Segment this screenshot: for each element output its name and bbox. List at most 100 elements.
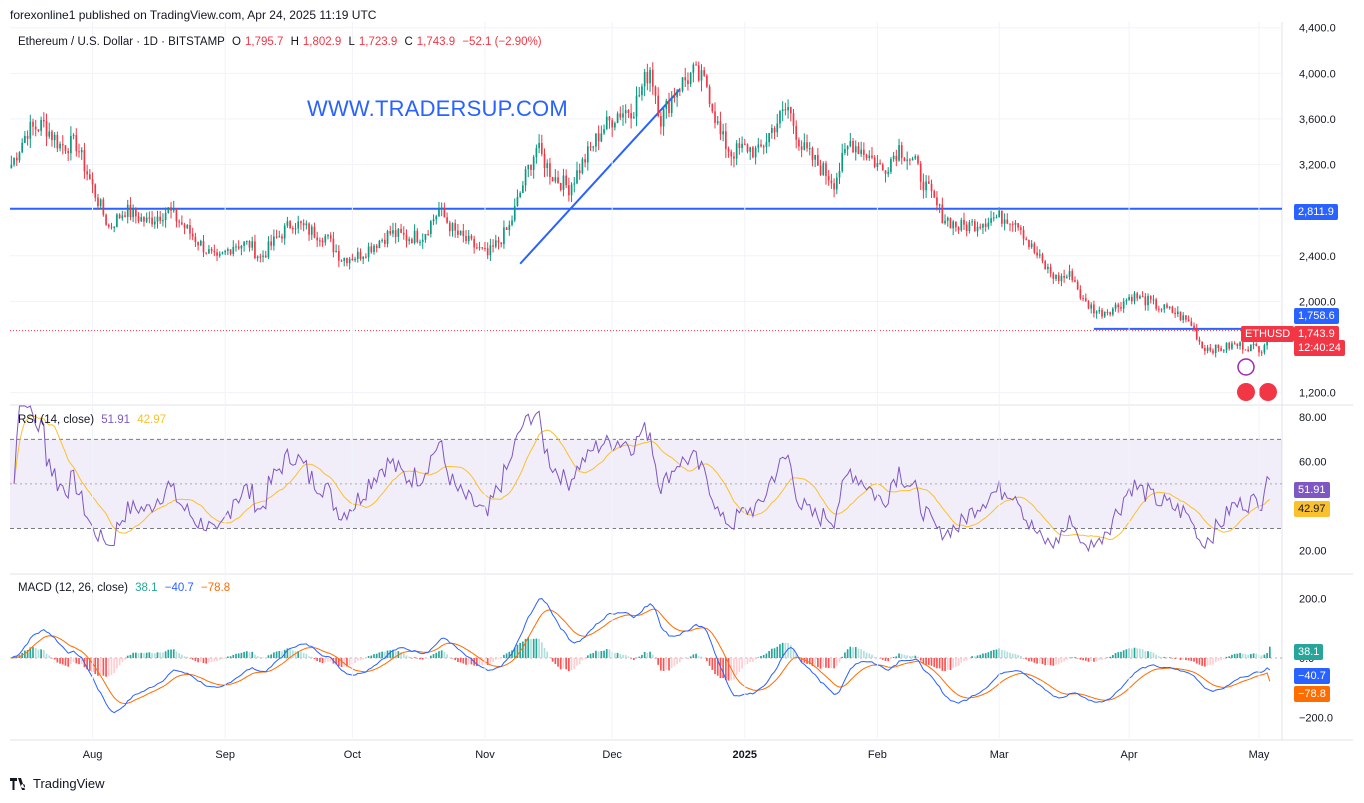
macd-histogram-bar	[172, 649, 175, 658]
candle-body	[189, 225, 191, 234]
candle-body	[554, 177, 557, 182]
candle-body	[381, 239, 383, 241]
macd-histogram-bar	[757, 657, 760, 658]
macd-histogram-bar	[1112, 655, 1114, 658]
macd-histogram-bar	[789, 644, 792, 658]
candle-body	[1247, 349, 1250, 352]
rsi-ma-value: 42.97	[137, 414, 167, 426]
macd-histogram-bar	[879, 657, 881, 659]
candle-body	[976, 226, 979, 232]
macd-histogram-bar	[1198, 657, 1201, 665]
candle-body	[614, 123, 616, 128]
macd-histogram-bar	[949, 657, 952, 670]
macd-histogram-bar	[1001, 650, 1003, 658]
macd-histogram-bar	[1041, 657, 1044, 665]
candle-body	[532, 157, 535, 170]
rsi-axis-tick: 80.00	[1299, 412, 1327, 424]
macd-histogram-bar	[890, 657, 892, 659]
candle-body	[221, 252, 224, 254]
macd-histogram-bar	[1114, 653, 1117, 658]
macd-histogram-bar	[1220, 657, 1222, 660]
candle-body	[746, 144, 749, 152]
candle-body	[752, 147, 754, 158]
candle-body	[852, 140, 854, 153]
candle-body	[24, 135, 26, 143]
macd-histogram-bar	[540, 642, 543, 658]
time-axis-label: May	[1249, 749, 1270, 761]
candle-body	[80, 150, 83, 153]
candle-body	[941, 204, 944, 224]
macd-histogram-bar	[646, 652, 649, 658]
macd-histogram-bar	[278, 651, 281, 658]
candle-body	[405, 234, 408, 241]
tradingview-logo-icon	[10, 777, 26, 790]
macd-histogram-bar	[229, 656, 232, 658]
candle-body	[1239, 342, 1241, 347]
macd-histogram-bar	[424, 657, 427, 659]
macd-line	[11, 598, 1271, 714]
candle-body	[1252, 343, 1255, 345]
candle-body	[256, 256, 259, 259]
candle-body	[933, 191, 936, 198]
candle-body	[968, 222, 971, 231]
rsi-title[interactable]: RSI (14, close)	[18, 414, 95, 426]
macd-histogram-bar	[727, 657, 730, 681]
candle-body	[668, 100, 670, 114]
candle-body	[56, 134, 59, 149]
macd-histogram-bar	[524, 638, 527, 658]
candle-body	[1133, 293, 1136, 302]
symbol-title[interactable]: Ethereum / U.S. Dollar · 1D · BITSTAMP	[18, 36, 225, 48]
macd-histogram-bar	[1084, 657, 1087, 661]
macd-histogram-bar	[34, 648, 37, 658]
macd-histogram-bar	[1090, 657, 1093, 662]
candle-body	[1090, 304, 1093, 309]
candle-body	[730, 151, 733, 157]
candle-body	[99, 199, 102, 207]
candle-body	[992, 217, 995, 219]
candle-body	[135, 208, 137, 217]
macd-histogram-bar	[183, 656, 186, 658]
macd-histogram-bar	[64, 657, 67, 666]
macd-histogram-bar	[489, 657, 492, 664]
macd-title[interactable]: MACD (12, 26, close)	[18, 582, 128, 594]
footer-brand[interactable]: TradingView	[10, 776, 105, 791]
macd-histogram-bar	[995, 649, 998, 658]
macd-histogram-bar	[1109, 656, 1111, 658]
candle-body	[1168, 306, 1171, 308]
macd-histogram-bar	[1079, 657, 1082, 660]
candle-body	[1066, 276, 1068, 278]
macd-histogram-bar	[94, 657, 97, 675]
macd-histogram-bar	[987, 652, 990, 658]
candle-body	[53, 134, 56, 141]
macd-histogram-bar	[752, 657, 754, 662]
us-flag-event-icon	[1259, 383, 1277, 401]
candle-body	[446, 217, 448, 223]
time-axis-label: Dec	[602, 749, 622, 761]
candle-body	[795, 125, 798, 140]
macd-histogram-bar	[186, 656, 189, 658]
candle-body	[692, 64, 695, 73]
rsi-legend: RSI (14, close) 51.91 42.97	[18, 414, 170, 426]
macd-histogram-bar	[1093, 657, 1095, 662]
candle-body	[524, 169, 527, 186]
macd-histogram-bar	[164, 651, 167, 658]
candle-body	[1060, 275, 1063, 282]
macd-histogram-bar	[48, 655, 51, 658]
candle-body	[890, 159, 892, 172]
macd-histogram-bar	[375, 653, 378, 658]
candle-body	[462, 230, 465, 237]
candle-body	[1019, 227, 1022, 230]
candle-body	[922, 181, 925, 191]
candle-body	[681, 77, 684, 91]
macd-histogram-bar	[1152, 652, 1155, 658]
candle-body	[427, 233, 429, 235]
candle-body	[291, 227, 294, 229]
macd-histogram-bar	[795, 654, 798, 658]
macd-signal-value: −78.8	[201, 582, 231, 594]
candle-body	[503, 227, 505, 245]
macd-histogram-bar	[665, 657, 668, 670]
macd-histogram-bar	[863, 650, 865, 658]
macd-histogram-bar	[657, 657, 660, 665]
candle-body	[400, 228, 402, 233]
